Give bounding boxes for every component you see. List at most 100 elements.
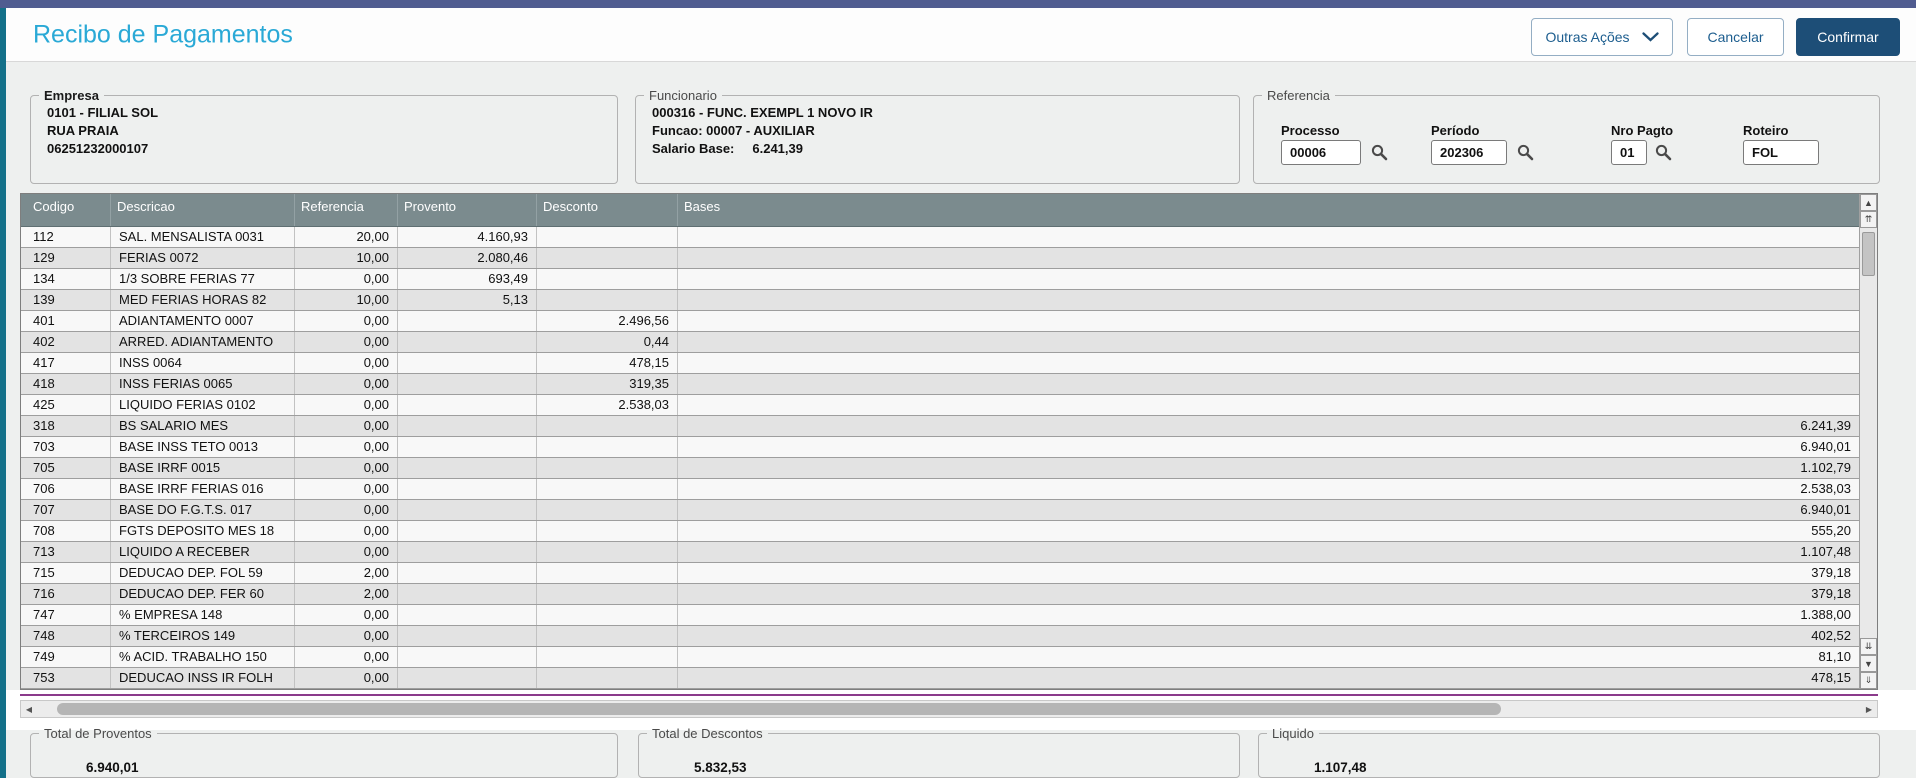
cell-referencia: 0,00 bbox=[295, 647, 398, 667]
scroll-left-icon[interactable]: ◀ bbox=[21, 701, 37, 717]
cell-descricao: ARRED. ADIANTAMENTO bbox=[111, 332, 295, 352]
cell-referencia: 0,00 bbox=[295, 521, 398, 541]
other-actions-button[interactable]: Outras Ações bbox=[1531, 18, 1673, 56]
periodo-input[interactable] bbox=[1431, 140, 1507, 165]
table-row[interactable]: 753 DEDUCAO INSS IR FOLH 0,00 478,15 bbox=[21, 668, 1859, 689]
cell-desconto bbox=[537, 563, 678, 583]
cell-bases: 555,20 bbox=[1811, 523, 1851, 538]
vertical-scroll-thumb[interactable] bbox=[1862, 232, 1875, 276]
cell-referencia: 2,00 bbox=[295, 584, 398, 604]
cell-desconto bbox=[537, 269, 678, 289]
column-header-provento[interactable]: Provento bbox=[398, 194, 537, 226]
cell-desconto bbox=[537, 290, 678, 310]
cell-descricao: INSS 0064 bbox=[111, 353, 295, 373]
cell-referencia: 0,00 bbox=[295, 500, 398, 520]
table-row[interactable]: 715 DEDUCAO DEP. FOL 59 2,00 379,18 bbox=[21, 563, 1859, 584]
table-row[interactable]: 401 ADIANTAMENTO 0007 0,00 2.496,56 bbox=[21, 311, 1859, 332]
table-row[interactable]: 418 INSS FERIAS 0065 0,00 319,35 bbox=[21, 374, 1859, 395]
table-row[interactable]: 318 BS SALARIO MES 0,00 6.241,39 bbox=[21, 416, 1859, 437]
cell-provento: 693,49 bbox=[398, 269, 537, 289]
cell-bases bbox=[678, 227, 1859, 247]
column-header-codigo[interactable]: Codigo bbox=[21, 194, 111, 226]
cell-desconto bbox=[537, 542, 678, 562]
cell-provento bbox=[398, 479, 537, 499]
table-row[interactable]: 417 INSS 0064 0,00 478,15 bbox=[21, 353, 1859, 374]
column-header-desconto[interactable]: Desconto bbox=[537, 194, 678, 226]
column-header-referencia[interactable]: Referencia bbox=[295, 194, 398, 226]
cell-codigo: 713 bbox=[21, 542, 111, 562]
cell-referencia: 10,00 bbox=[295, 248, 398, 268]
total-descontos-legend: Total de Descontos bbox=[652, 726, 763, 741]
roteiro-input[interactable] bbox=[1743, 140, 1819, 165]
empresa-address: RUA PRAIA bbox=[47, 123, 119, 138]
processo-input[interactable] bbox=[1281, 140, 1361, 165]
cell-desconto: 0,44 bbox=[537, 332, 678, 352]
scroll-up-icon[interactable]: ▲ bbox=[1860, 194, 1877, 211]
cell-desconto bbox=[537, 500, 678, 520]
scroll-page-down-icon[interactable]: ⇊ bbox=[1860, 638, 1877, 655]
empresa-cnpj: 06251232000107 bbox=[47, 141, 149, 156]
cell-codigo: 134 bbox=[21, 269, 111, 289]
cell-bases bbox=[678, 332, 1859, 352]
table-row[interactable]: 139 MED FERIAS HORAS 82 10,00 5,13 bbox=[21, 290, 1859, 311]
table-row[interactable]: 748% TERCEIROS 149 0,00 402,52 bbox=[21, 626, 1859, 647]
periodo-search-icon[interactable] bbox=[1517, 144, 1534, 161]
payroll-grid-inner: Codigo Descricao Referencia Provento Des… bbox=[21, 194, 1859, 689]
column-header-descricao[interactable]: Descricao bbox=[111, 194, 295, 226]
table-row[interactable]: 425 LIQUIDO FERIAS 0102 0,00 2.538,03 bbox=[21, 395, 1859, 416]
table-row[interactable]: 706 BASE IRRF FERIAS 016 0,00 2.538,03 bbox=[21, 479, 1859, 500]
grid-body: 112 SAL. MENSALISTA 0031 20,00 4.160,93 129 F… bbox=[21, 227, 1859, 689]
cell-codigo: 129 bbox=[21, 248, 111, 268]
purple-divider bbox=[20, 694, 1878, 696]
table-row[interactable]: 749% ACID. TRABALHO 150 0,00 81,10 bbox=[21, 647, 1859, 668]
table-row[interactable]: 747% EMPRESA 148 0,00 1.388,00 bbox=[21, 605, 1859, 626]
confirm-button[interactable]: Confirmar bbox=[1796, 18, 1900, 56]
table-row[interactable]: 129 FERIAS 0072 10,00 2.080,46 bbox=[21, 248, 1859, 269]
cell-codigo: 112 bbox=[21, 227, 111, 247]
nro-pagto-input[interactable] bbox=[1611, 140, 1647, 165]
cell-codigo: 401 bbox=[21, 311, 111, 331]
nro-pagto-search-icon[interactable] bbox=[1655, 144, 1672, 161]
page-title: Recibo de Pagamentos bbox=[33, 20, 293, 48]
grid-vertical-scrollbar[interactable]: ▲ ⇈ ⇊ ▼ ⇓ bbox=[1859, 194, 1877, 689]
horizontal-scroll-thumb[interactable] bbox=[57, 703, 1501, 715]
table-row[interactable]: 703 BASE INSS TETO 0013 0,00 6.940,01 bbox=[21, 437, 1859, 458]
cell-bases bbox=[678, 290, 1859, 310]
cell-descricao: BASE IRRF FERIAS 016 bbox=[111, 479, 295, 499]
total-proventos-value: 6.940,01 bbox=[86, 760, 139, 775]
liquido-fieldset: Liquido 1.107,48 bbox=[1258, 726, 1880, 778]
processo-search-icon[interactable] bbox=[1371, 144, 1388, 161]
scroll-down-icon[interactable]: ▼ bbox=[1860, 655, 1877, 672]
cell-provento bbox=[398, 647, 537, 667]
cell-provento bbox=[398, 437, 537, 457]
cell-referencia: 0,00 bbox=[295, 374, 398, 394]
cell-desconto bbox=[537, 521, 678, 541]
table-row[interactable]: 402 ARRED. ADIANTAMENTO 0,00 0,44 bbox=[21, 332, 1859, 353]
cancel-button[interactable]: Cancelar bbox=[1687, 18, 1784, 56]
cell-codigo: 703 bbox=[21, 437, 111, 457]
cell-referencia: 0,00 bbox=[295, 332, 398, 352]
table-row[interactable]: 134 1/3 SOBRE FERIAS 77 0,00 693,49 bbox=[21, 269, 1859, 290]
scroll-right-icon[interactable]: ▶ bbox=[1861, 701, 1877, 717]
table-row[interactable]: 713 LIQUIDO A RECEBER 0,00 1.107,48 bbox=[21, 542, 1859, 563]
table-row[interactable]: 707 BASE DO F.G.T.S. 017 0,00 6.940,01 bbox=[21, 500, 1859, 521]
salario-base-value: 6.241,39 bbox=[752, 141, 803, 156]
cell-provento bbox=[398, 416, 537, 436]
cell-provento bbox=[398, 311, 537, 331]
column-header-bases[interactable]: Bases bbox=[684, 199, 721, 214]
funcionario-legend: Funcionario bbox=[649, 88, 717, 103]
cell-referencia: 0,00 bbox=[295, 605, 398, 625]
scroll-to-end-icon[interactable]: ⇓ bbox=[1860, 672, 1877, 689]
cell-bases: 1.102,79 bbox=[1800, 460, 1851, 475]
cell-descricao: % ACID. TRABALHO 150 bbox=[111, 647, 295, 667]
payroll-grid: Codigo Descricao Referencia Provento Des… bbox=[20, 193, 1878, 690]
cell-descricao: LIQUIDO A RECEBER bbox=[111, 542, 295, 562]
grid-horizontal-scrollbar[interactable]: ◀ ▶ bbox=[20, 700, 1878, 718]
table-row[interactable]: 112 SAL. MENSALISTA 0031 20,00 4.160,93 bbox=[21, 227, 1859, 248]
cell-referencia: 0,00 bbox=[295, 479, 398, 499]
table-row[interactable]: 716 DEDUCAO DEP. FER 60 2,00 379,18 bbox=[21, 584, 1859, 605]
cell-codigo: 715 bbox=[21, 563, 111, 583]
scroll-page-up-icon[interactable]: ⇈ bbox=[1860, 211, 1877, 228]
table-row[interactable]: 705 BASE IRRF 0015 0,00 1.102,79 bbox=[21, 458, 1859, 479]
table-row[interactable]: 708 FGTS DEPOSITO MES 18 0,00 555,20 bbox=[21, 521, 1859, 542]
